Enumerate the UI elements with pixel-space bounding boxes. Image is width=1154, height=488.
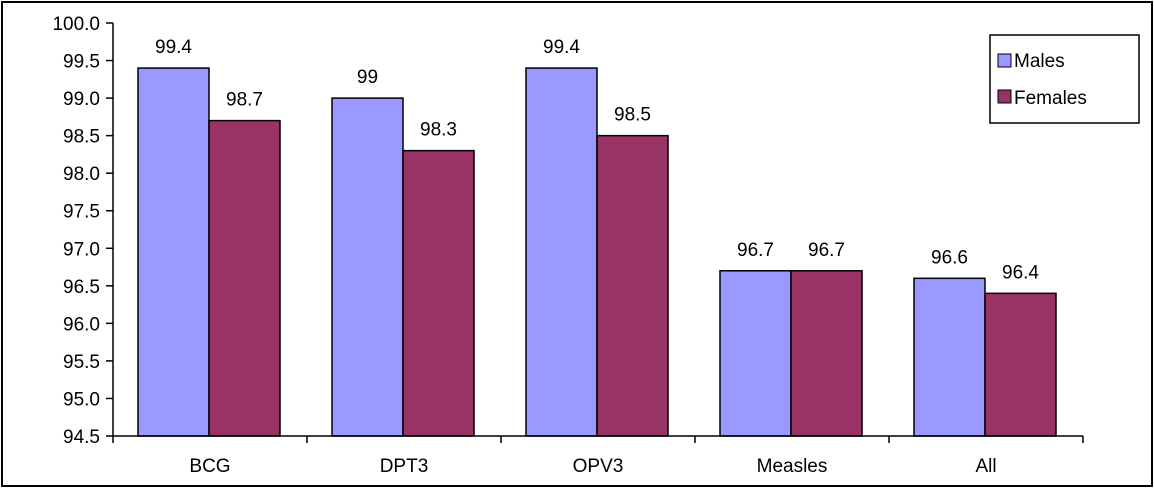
legend-label-males: Males bbox=[1014, 51, 1065, 72]
data-labels: 99.4 98.7 99 98.3 99.4 98.5 96.7 96.7 96.6 96.4 bbox=[155, 37, 1039, 283]
category-label-all: All bbox=[975, 456, 996, 477]
y-tick-label: 96.5 bbox=[63, 277, 100, 298]
legend-label-females: Females bbox=[1014, 88, 1087, 109]
data-label-females-measles: 96.7 bbox=[808, 240, 845, 261]
data-label-females-bcg: 98.7 bbox=[226, 90, 263, 111]
y-tick-label: 99.5 bbox=[63, 52, 100, 73]
bar-males-measles bbox=[719, 270, 792, 437]
y-tick-label: 97.0 bbox=[63, 239, 100, 260]
legend-swatch-males bbox=[997, 53, 1012, 68]
bar-females-opv3 bbox=[596, 134, 669, 437]
bar-males-opv3 bbox=[525, 67, 598, 437]
bar-males-dpt3 bbox=[331, 97, 404, 437]
data-label-males-dpt3: 99 bbox=[357, 67, 378, 88]
y-tick-label: 99.0 bbox=[63, 89, 100, 110]
bar-females-bcg bbox=[208, 119, 281, 437]
data-label-males-all: 96.6 bbox=[931, 247, 968, 268]
category-label-opv3: OPV3 bbox=[573, 456, 624, 477]
y-tick-label: 95.5 bbox=[63, 352, 100, 373]
x-axis: BCG DPT3 OPV3 Measles All bbox=[112, 435, 1084, 477]
data-label-males-measles: 96.7 bbox=[737, 240, 774, 261]
category-label-dpt3: DPT3 bbox=[380, 456, 429, 477]
bars bbox=[137, 67, 1057, 437]
bar-females-all bbox=[984, 292, 1057, 437]
y-tick-label: 94.5 bbox=[63, 427, 100, 448]
legend-swatch-females bbox=[997, 89, 1012, 104]
legend: Males Females bbox=[989, 34, 1140, 124]
category-label-measles: Measles bbox=[757, 456, 828, 477]
bar-males-bcg bbox=[137, 67, 210, 437]
y-tick-label: 96.0 bbox=[63, 314, 100, 335]
data-label-females-all: 96.4 bbox=[1002, 262, 1039, 283]
y-axis: 94.5 95.0 95.5 96.0 96.5 97.0 97.5 98.0 98.5 99.0… bbox=[52, 14, 114, 448]
bar-females-measles bbox=[790, 270, 863, 437]
data-label-females-dpt3: 98.3 bbox=[420, 120, 457, 141]
category-label-bcg: BCG bbox=[189, 456, 230, 477]
bar-females-dpt3 bbox=[402, 149, 475, 437]
data-label-males-bcg: 99.4 bbox=[155, 37, 192, 58]
legend-box bbox=[989, 34, 1140, 124]
data-label-males-opv3: 99.4 bbox=[543, 37, 580, 58]
y-tick-label: 95.0 bbox=[63, 389, 100, 410]
bar-males-all bbox=[913, 277, 986, 437]
y-tick-label: 98.0 bbox=[63, 164, 100, 185]
y-tick-label: 98.5 bbox=[63, 127, 100, 148]
y-tick-label: 97.5 bbox=[63, 202, 100, 223]
y-tick-label: 100.0 bbox=[52, 14, 100, 35]
data-label-females-opv3: 98.5 bbox=[614, 105, 651, 126]
